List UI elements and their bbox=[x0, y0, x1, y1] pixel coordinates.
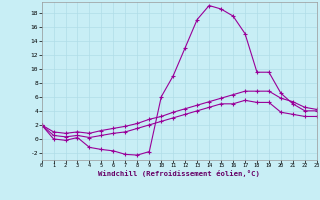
X-axis label: Windchill (Refroidissement éolien,°C): Windchill (Refroidissement éolien,°C) bbox=[98, 170, 260, 177]
